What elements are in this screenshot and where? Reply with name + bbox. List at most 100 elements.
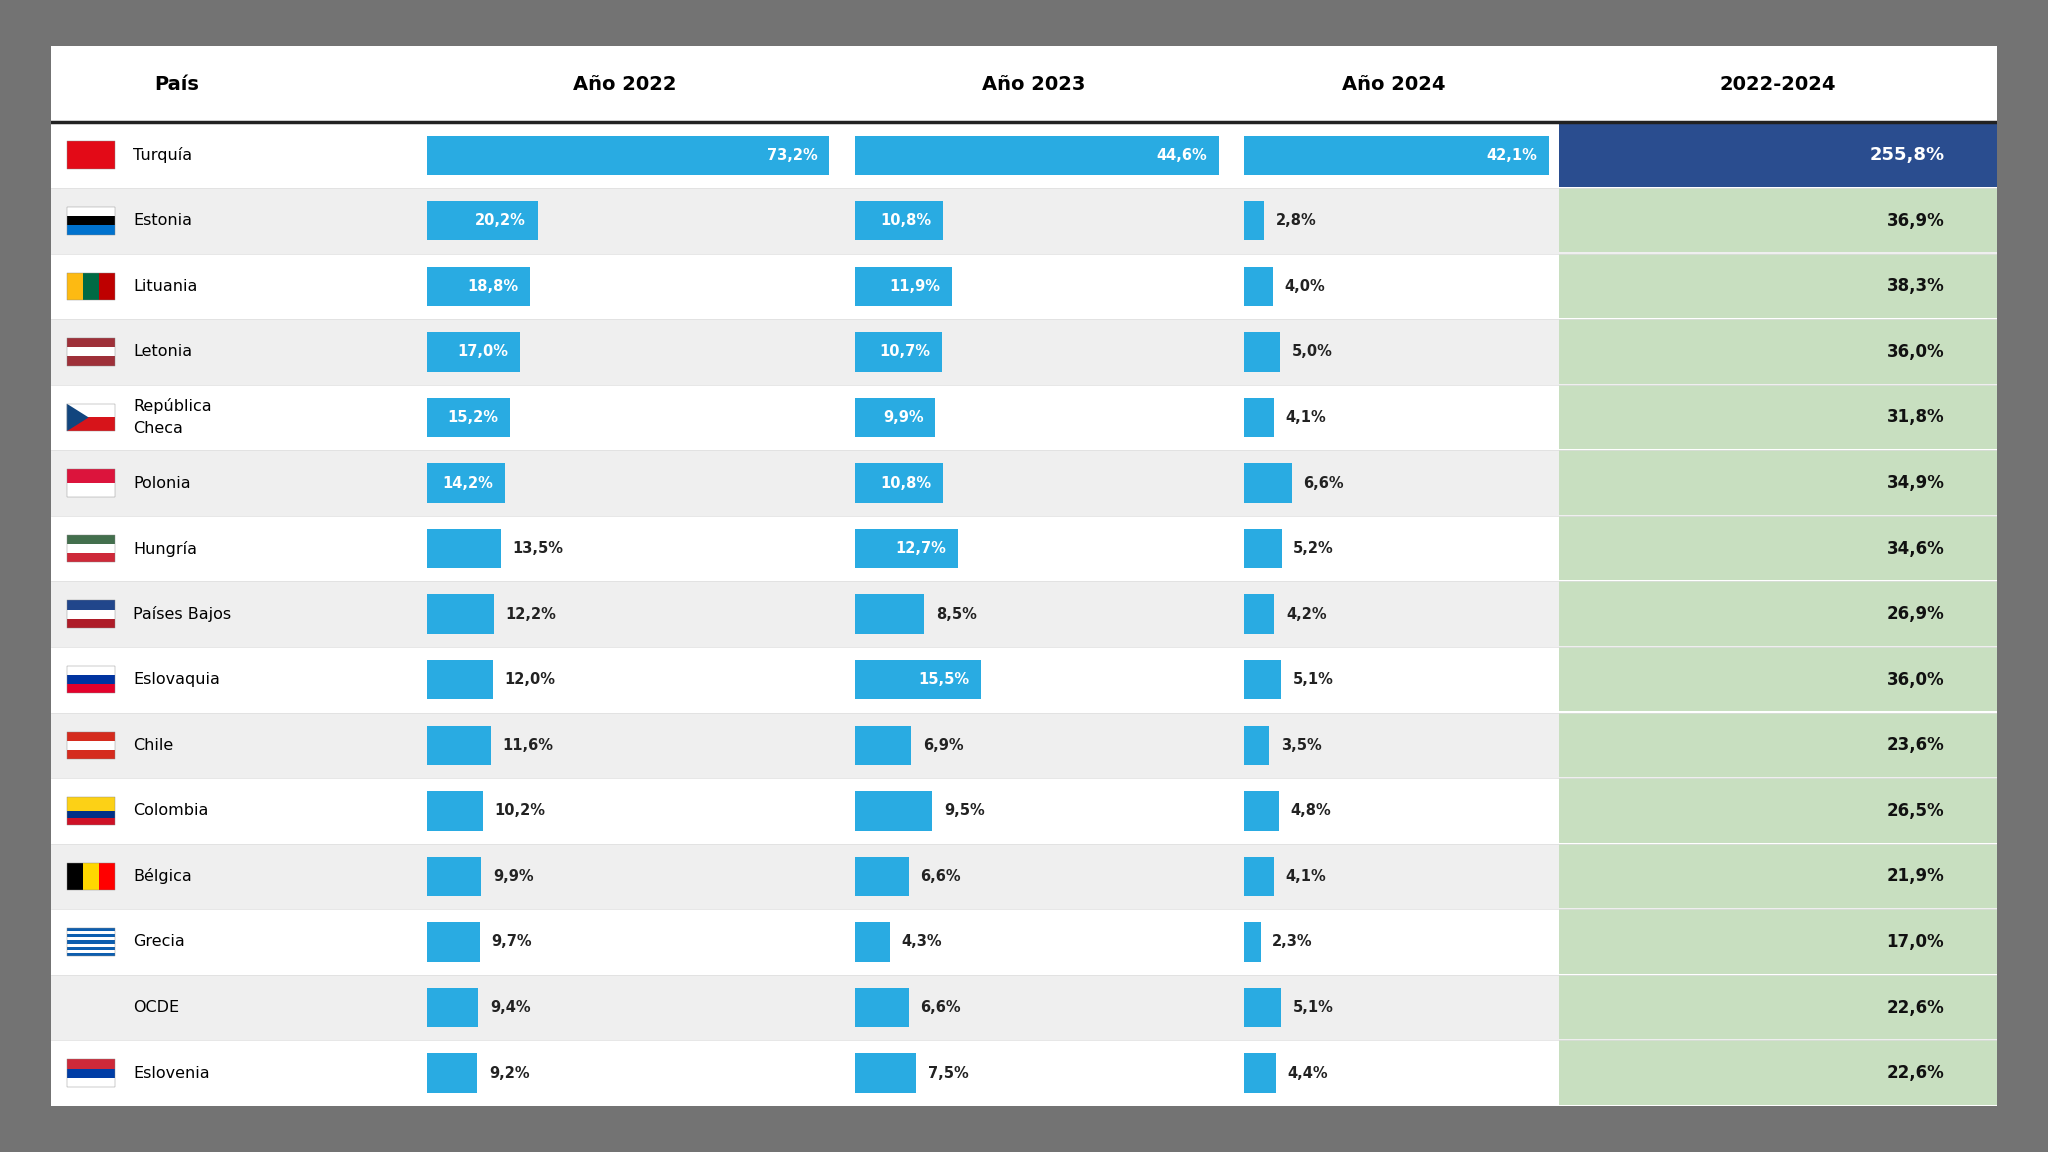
FancyBboxPatch shape [1243, 202, 1264, 241]
FancyBboxPatch shape [51, 712, 1997, 778]
Text: 9,7%: 9,7% [492, 934, 532, 949]
FancyBboxPatch shape [1559, 319, 1997, 384]
FancyBboxPatch shape [68, 949, 115, 953]
Text: 9,4%: 9,4% [489, 1000, 530, 1015]
FancyBboxPatch shape [68, 226, 115, 235]
Text: Checa: Checa [133, 422, 182, 437]
Text: 9,9%: 9,9% [494, 869, 532, 884]
FancyBboxPatch shape [426, 923, 479, 962]
FancyBboxPatch shape [1243, 660, 1280, 699]
FancyBboxPatch shape [68, 619, 115, 628]
FancyBboxPatch shape [1559, 712, 1997, 776]
Text: 18,8%: 18,8% [467, 279, 518, 294]
FancyBboxPatch shape [1243, 529, 1282, 568]
Text: 22,6%: 22,6% [1886, 999, 1944, 1016]
FancyBboxPatch shape [68, 666, 115, 675]
FancyBboxPatch shape [68, 338, 115, 347]
FancyBboxPatch shape [51, 909, 1997, 975]
Text: 4,1%: 4,1% [1286, 869, 1325, 884]
FancyBboxPatch shape [426, 529, 502, 568]
FancyBboxPatch shape [68, 947, 115, 949]
Text: 9,5%: 9,5% [944, 803, 985, 818]
Text: 38,3%: 38,3% [1886, 278, 1944, 295]
FancyBboxPatch shape [51, 188, 1997, 253]
FancyBboxPatch shape [1243, 857, 1274, 896]
Text: 36,9%: 36,9% [1886, 212, 1944, 229]
FancyBboxPatch shape [68, 863, 84, 890]
FancyBboxPatch shape [68, 609, 115, 619]
FancyBboxPatch shape [854, 332, 942, 372]
Text: 4,2%: 4,2% [1286, 607, 1327, 622]
Text: 17,0%: 17,0% [457, 344, 508, 359]
FancyBboxPatch shape [1559, 975, 1997, 1039]
FancyBboxPatch shape [51, 122, 1997, 188]
Text: 2022-2024: 2022-2024 [1720, 75, 1837, 93]
FancyBboxPatch shape [68, 469, 115, 483]
FancyBboxPatch shape [68, 732, 115, 741]
Text: OCDE: OCDE [133, 1000, 178, 1015]
FancyBboxPatch shape [1243, 594, 1274, 634]
Text: 31,8%: 31,8% [1886, 409, 1944, 426]
FancyBboxPatch shape [426, 857, 481, 896]
FancyBboxPatch shape [426, 202, 539, 241]
Text: 44,6%: 44,6% [1157, 147, 1206, 162]
FancyBboxPatch shape [98, 273, 115, 300]
Text: 17,0%: 17,0% [1886, 933, 1944, 952]
FancyBboxPatch shape [68, 797, 115, 811]
Text: 11,6%: 11,6% [502, 737, 553, 752]
Text: 26,5%: 26,5% [1886, 802, 1944, 820]
FancyBboxPatch shape [68, 347, 115, 356]
Text: 4,3%: 4,3% [901, 934, 942, 949]
Text: Chile: Chile [133, 737, 174, 752]
Text: 36,0%: 36,0% [1886, 343, 1944, 361]
Text: 4,1%: 4,1% [1286, 410, 1325, 425]
FancyBboxPatch shape [1559, 843, 1997, 908]
FancyBboxPatch shape [1243, 923, 1260, 962]
FancyBboxPatch shape [426, 1053, 477, 1093]
FancyBboxPatch shape [68, 207, 115, 217]
FancyBboxPatch shape [68, 953, 115, 956]
Text: 9,9%: 9,9% [883, 410, 924, 425]
FancyBboxPatch shape [68, 553, 115, 562]
Text: 10,2%: 10,2% [494, 803, 545, 818]
FancyBboxPatch shape [1559, 516, 1997, 581]
FancyBboxPatch shape [426, 791, 483, 831]
Text: 20,2%: 20,2% [475, 213, 526, 228]
FancyBboxPatch shape [68, 750, 115, 759]
FancyBboxPatch shape [68, 483, 115, 497]
FancyBboxPatch shape [51, 253, 1997, 319]
Text: Estonia: Estonia [133, 213, 193, 228]
FancyBboxPatch shape [1243, 726, 1270, 765]
Text: Bélgica: Bélgica [133, 869, 193, 885]
FancyBboxPatch shape [68, 142, 115, 169]
Text: 9,2%: 9,2% [489, 1066, 530, 1081]
Text: 42,1%: 42,1% [1487, 147, 1538, 162]
FancyBboxPatch shape [68, 535, 115, 544]
FancyBboxPatch shape [68, 1069, 115, 1078]
Text: 4,8%: 4,8% [1290, 803, 1331, 818]
FancyBboxPatch shape [1559, 582, 1997, 646]
FancyBboxPatch shape [1243, 791, 1278, 831]
FancyBboxPatch shape [68, 1060, 115, 1069]
FancyBboxPatch shape [854, 136, 1219, 175]
FancyBboxPatch shape [68, 940, 115, 943]
Text: 5,0%: 5,0% [1292, 344, 1333, 359]
FancyBboxPatch shape [68, 217, 115, 226]
FancyBboxPatch shape [1559, 122, 1997, 187]
Text: 73,2%: 73,2% [768, 147, 817, 162]
FancyBboxPatch shape [68, 818, 115, 825]
Text: 5,2%: 5,2% [1292, 541, 1333, 556]
FancyBboxPatch shape [426, 136, 829, 175]
FancyBboxPatch shape [854, 726, 911, 765]
Text: 34,6%: 34,6% [1886, 539, 1944, 558]
Text: Año 2022: Año 2022 [573, 75, 678, 93]
Text: 15,5%: 15,5% [918, 673, 969, 688]
Text: 3,5%: 3,5% [1280, 737, 1321, 752]
FancyBboxPatch shape [51, 843, 1997, 909]
FancyBboxPatch shape [426, 988, 479, 1028]
FancyBboxPatch shape [68, 675, 115, 684]
Text: Hungría: Hungría [133, 540, 197, 556]
Text: Países Bajos: Países Bajos [133, 606, 231, 622]
FancyBboxPatch shape [854, 529, 958, 568]
Text: 6,6%: 6,6% [1303, 476, 1343, 491]
